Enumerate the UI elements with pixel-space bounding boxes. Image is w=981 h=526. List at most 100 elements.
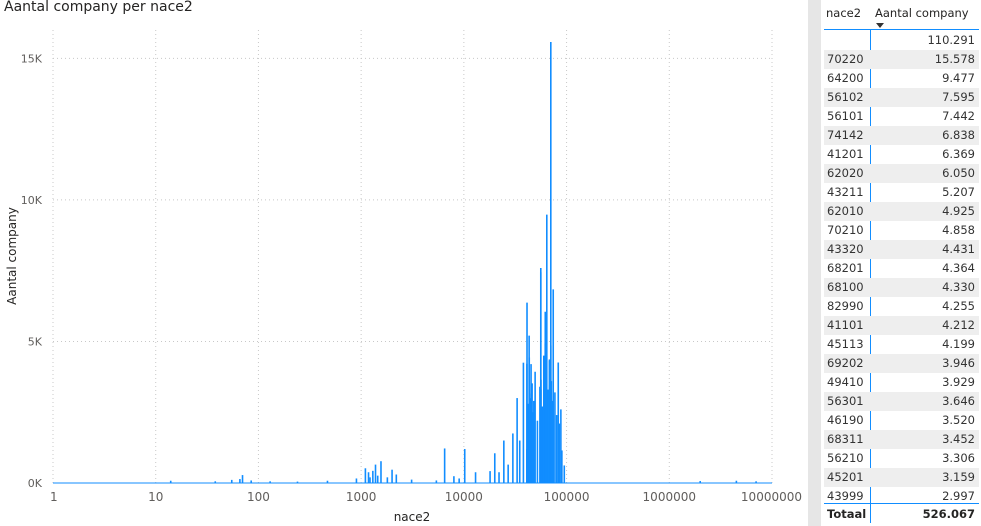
x-tick-label: 1000000 (643, 490, 696, 504)
chart-panel: Aantal company per nace2 0K 5K 10K 15K 1 10 10… (4, 0, 802, 524)
table-row[interactable]: 45201 3.159 (824, 468, 979, 487)
cell-nace2: 74142 (827, 128, 864, 142)
cell-nace2: 46190 (827, 413, 864, 427)
table-row[interactable]: 110.291 (824, 31, 979, 50)
table-row[interactable]: 82990 4.255 (824, 297, 979, 316)
table-row[interactable]: 43320 4.431 (824, 240, 979, 259)
cell-aantal-company: 15.578 (934, 52, 975, 66)
y-tick-label: 0K (28, 477, 43, 490)
cell-nace2: 45201 (827, 470, 864, 484)
y-tick-label: 15K (21, 52, 43, 65)
cell-aantal-company: 3.306 (942, 451, 975, 465)
y-axis-title: Aantal company (5, 207, 19, 305)
data-table: nace2 Aantal company 110.291 70220 15.578 6… (821, 0, 981, 526)
column-header-aantal-company[interactable]: Aantal company (875, 6, 969, 20)
x-tick-label: 10000 (445, 490, 483, 504)
table-row[interactable]: 56301 3.646 (824, 392, 979, 411)
cell-aantal-company: 6.838 (942, 128, 975, 142)
cell-nace2: 70210 (827, 223, 864, 237)
cell-aantal-company: 5.207 (942, 185, 975, 199)
cell-nace2: 56210 (827, 451, 864, 465)
table-row[interactable]: 56101 7.442 (824, 107, 979, 126)
cell-aantal-company: 4.364 (942, 261, 975, 275)
cell-nace2: 49410 (827, 375, 864, 389)
x-axis-title: nace2 (394, 510, 431, 524)
cell-aantal-company: 4.431 (942, 242, 975, 256)
cell-aantal-company: 6.369 (942, 147, 975, 161)
cell-aantal-company: 3.946 (942, 356, 975, 370)
x-tick-label: 100000 (544, 490, 590, 504)
table-row[interactable]: 56210 3.306 (824, 449, 979, 468)
cell-aantal-company: 4.212 (942, 318, 975, 332)
total-row: Totaal 526.067 (824, 505, 979, 524)
table-row[interactable]: 74142 6.838 (824, 126, 979, 145)
cell-nace2: 56102 (827, 90, 864, 104)
table-row[interactable]: 46190 3.520 (824, 411, 979, 430)
table-row[interactable]: 68311 3.452 (824, 430, 979, 449)
cell-nace2: 68201 (827, 261, 864, 275)
x-tick-label: 10 (148, 490, 163, 504)
table-row[interactable]: 56102 7.595 (824, 88, 979, 107)
cell-nace2: 68311 (827, 432, 864, 446)
chart-title: Aantal company per nace2 (4, 0, 193, 15)
table-row[interactable]: 70210 4.858 (824, 221, 979, 240)
x-tick-label: 1000 (346, 490, 377, 504)
table-row[interactable]: 45113 4.199 (824, 335, 979, 354)
cell-aantal-company: 7.442 (942, 109, 975, 123)
cell-aantal-company: 4.858 (942, 223, 975, 237)
cell-nace2: 41201 (827, 147, 864, 161)
cell-aantal-company: 9.477 (942, 71, 975, 85)
cell-nace2: 69202 (827, 356, 864, 370)
table-row[interactable]: 41101 4.212 (824, 316, 979, 335)
cell-aantal-company: 4.330 (942, 280, 975, 294)
cell-aantal-company: 4.199 (942, 337, 975, 351)
cell-aantal-company: 4.925 (942, 204, 975, 218)
cell-nace2: 45113 (827, 337, 864, 351)
cell-aantal-company: 3.452 (942, 432, 975, 446)
total-label: Totaal (827, 507, 867, 521)
table-row[interactable]: 64200 9.477 (824, 69, 979, 88)
cell-nace2: 43320 (827, 242, 864, 256)
x-tick-label: 100 (247, 490, 270, 504)
cell-aantal-company: 6.050 (942, 166, 975, 180)
table-row[interactable]: 49410 3.929 (824, 373, 979, 392)
table-row[interactable]: 68100 4.330 (824, 278, 979, 297)
cell-nace2: 41101 (827, 318, 864, 332)
table-row[interactable]: 43211 5.207 (824, 183, 979, 202)
cell-nace2: 56301 (827, 394, 864, 408)
cell-aantal-company: 7.595 (942, 90, 975, 104)
cell-nace2: 68100 (827, 280, 864, 294)
panel-divider (808, 0, 821, 526)
cell-nace2: 43211 (827, 185, 864, 199)
sort-descending-icon[interactable] (876, 23, 884, 28)
cell-aantal-company: 3.929 (942, 375, 975, 389)
y-tick-label: 10K (21, 194, 43, 207)
header-divider (824, 29, 979, 30)
cell-aantal-company: 4.255 (942, 299, 975, 313)
x-tick-label: 1 (50, 490, 58, 504)
cell-nace2: 56101 (827, 109, 864, 123)
cell-aantal-company: 3.159 (942, 470, 975, 484)
column-header-nace2[interactable]: nace2 (826, 6, 862, 20)
cell-nace2: 43999 (827, 489, 864, 503)
cell-nace2: 62020 (827, 166, 864, 180)
table-body: 110.291 70220 15.578 64200 9.477 56102 7.595 56… (824, 31, 979, 506)
total-divider (824, 503, 979, 504)
cell-aantal-company: 3.646 (942, 394, 975, 408)
total-value: 526.067 (922, 507, 975, 521)
line-chart: 0K 5K 10K 15K 1 10 100 1000 10000 100000 1000000 10… (5, 30, 802, 524)
cell-nace2: 70220 (827, 52, 864, 66)
cell-aantal-company: 3.520 (942, 413, 975, 427)
table-row[interactable]: 43999 2.997 (824, 487, 979, 506)
cell-aantal-company: 2.997 (942, 489, 975, 503)
table-row[interactable]: 62010 4.925 (824, 202, 979, 221)
table-row[interactable]: 69202 3.946 (824, 354, 979, 373)
cell-nace2: 64200 (827, 71, 864, 85)
table-row[interactable]: 68201 4.364 (824, 259, 979, 278)
y-tick-label: 5K (28, 335, 43, 348)
x-tick-label: 10000000 (741, 490, 802, 504)
table-row[interactable]: 41201 6.369 (824, 145, 979, 164)
table-row[interactable]: 70220 15.578 (824, 50, 979, 69)
cell-aantal-company: 110.291 (927, 33, 975, 47)
table-row[interactable]: 62020 6.050 (824, 164, 979, 183)
